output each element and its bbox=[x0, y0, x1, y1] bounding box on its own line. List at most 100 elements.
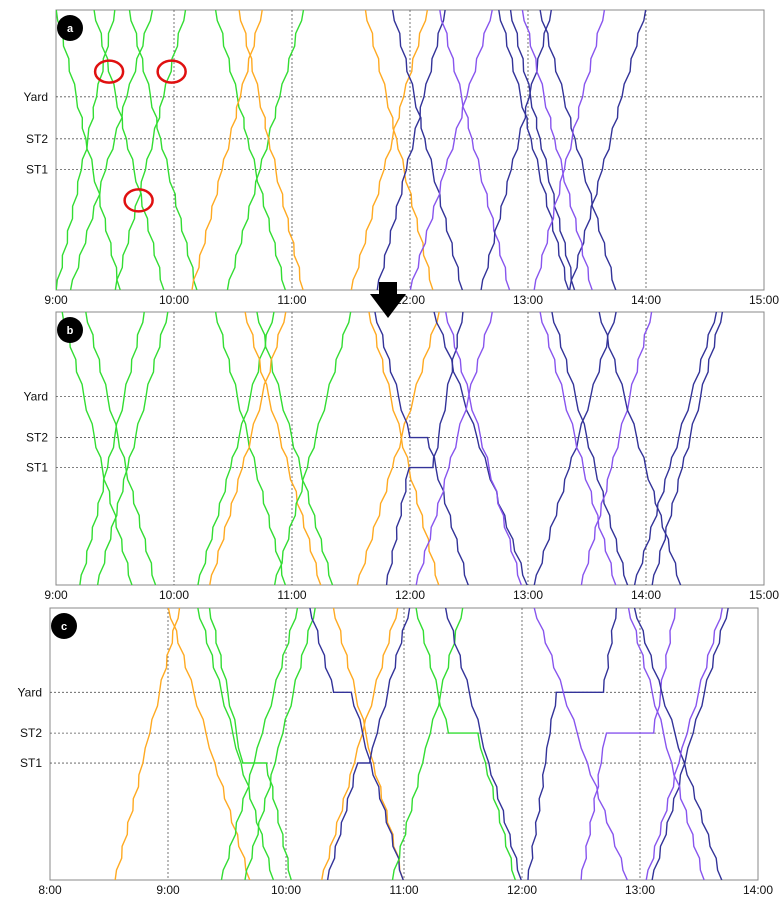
panel-c: 8:00 9:00 10:00 11:00 12:00 13:00 14:00 Yard ST2… bbox=[18, 607, 773, 897]
train-path-orange bbox=[321, 608, 399, 880]
train-path-orange bbox=[350, 10, 429, 290]
x-tick-label: 11:00 bbox=[277, 588, 306, 602]
train-path-green bbox=[256, 312, 334, 585]
train-path-orange bbox=[364, 10, 434, 290]
x-tick-label: 11:00 bbox=[277, 293, 306, 307]
train-path-purple bbox=[580, 608, 676, 880]
train-path-navy bbox=[509, 10, 576, 290]
x-tick-label: 11:00 bbox=[389, 883, 418, 897]
train-path-purple bbox=[627, 608, 705, 880]
train-path-orange bbox=[332, 608, 405, 880]
train-paths bbox=[61, 312, 724, 585]
train-path-green bbox=[79, 312, 145, 585]
train-path-purple bbox=[533, 608, 629, 880]
x-tick-label: 10:00 bbox=[159, 293, 189, 307]
train-paths bbox=[114, 608, 729, 880]
train-path-green bbox=[214, 10, 287, 290]
train-path-navy bbox=[633, 608, 723, 880]
panel-b: 9:00 10:00 11:00 12:00 13:00 14:00 15:00 Yard ST… bbox=[24, 311, 779, 602]
x-tick-label: 13:00 bbox=[513, 293, 543, 307]
train-path-green bbox=[56, 10, 121, 290]
y-tick-label: Yard bbox=[24, 390, 48, 404]
train-path-navy bbox=[376, 10, 446, 290]
train-path-navy bbox=[651, 312, 724, 585]
conflict-circle bbox=[156, 59, 187, 84]
y-tick-label: ST1 bbox=[20, 756, 42, 770]
y-tick-label: Yard bbox=[18, 685, 42, 699]
panel-badge bbox=[57, 317, 83, 343]
train-path-purple bbox=[645, 608, 723, 880]
train-path-green bbox=[85, 312, 157, 585]
train-path-navy bbox=[444, 608, 522, 880]
panel-badge-label: b bbox=[67, 325, 74, 337]
train-path-orange bbox=[209, 312, 287, 585]
train-path-green bbox=[208, 608, 293, 880]
y-tick-label: ST2 bbox=[20, 726, 42, 740]
down-arrow-icon bbox=[370, 282, 406, 318]
train-path-navy bbox=[633, 312, 718, 585]
train-path-navy bbox=[527, 608, 618, 880]
y-tick-label: ST2 bbox=[26, 132, 48, 146]
train-path-navy bbox=[391, 10, 464, 290]
conflict-circle bbox=[93, 59, 125, 84]
y-tick-label: ST2 bbox=[26, 431, 48, 445]
x-tick-label: 10:00 bbox=[159, 588, 189, 602]
train-path-orange bbox=[114, 608, 181, 880]
train-path-navy bbox=[533, 312, 617, 585]
x-tick-label: 12:00 bbox=[507, 883, 537, 897]
train-path-navy bbox=[480, 10, 552, 290]
train-path-purple bbox=[539, 312, 617, 585]
train-path-green bbox=[415, 608, 517, 880]
train-path-green bbox=[197, 608, 275, 880]
x-tick-label: 13:00 bbox=[625, 883, 655, 897]
train-path-green bbox=[220, 608, 299, 880]
train-path-navy bbox=[568, 10, 647, 290]
panel-badge bbox=[51, 613, 77, 639]
train-path-purple bbox=[521, 10, 593, 290]
x-tick-label: 14:00 bbox=[743, 883, 773, 897]
train-path-green bbox=[69, 10, 154, 290]
x-tick-label: 15:00 bbox=[749, 293, 779, 307]
train-path-navy bbox=[598, 312, 682, 585]
train-path-navy bbox=[374, 312, 469, 585]
train-path-orange bbox=[167, 608, 251, 880]
x-tick-label: 10:00 bbox=[271, 883, 301, 897]
x-tick-label: 15:00 bbox=[749, 588, 779, 602]
panel-a: 9:00 10:00 11:00 12:00 13:00 14:00 15:00YardST… bbox=[24, 9, 779, 307]
train-path-navy bbox=[433, 312, 528, 585]
train-path-green bbox=[93, 10, 165, 290]
train-path-navy bbox=[309, 608, 404, 880]
panel-badge bbox=[57, 15, 83, 41]
x-tick-label: 9:00 bbox=[156, 883, 180, 897]
train-path-green bbox=[226, 10, 305, 290]
conflict-circle bbox=[123, 188, 154, 213]
y-tick-label: ST1 bbox=[26, 163, 48, 177]
train-path-navy bbox=[498, 10, 570, 290]
x-tick-label: 9:00 bbox=[44, 588, 68, 602]
train-path-purple bbox=[533, 10, 606, 290]
train-path-orange bbox=[238, 10, 304, 290]
train-path-green bbox=[391, 608, 464, 880]
train-path-green bbox=[96, 312, 169, 585]
train-path-green bbox=[273, 312, 352, 585]
y-tick-label: ST1 bbox=[26, 461, 48, 475]
y-tick-label: Yard bbox=[24, 90, 48, 104]
train-path-purple bbox=[415, 312, 493, 585]
x-tick-label: 14:00 bbox=[631, 293, 661, 307]
train-path-purple bbox=[580, 312, 653, 585]
train-path-green bbox=[197, 312, 275, 585]
train-path-purple bbox=[445, 312, 523, 585]
x-tick-label: 14:00 bbox=[631, 588, 661, 602]
train-path-green bbox=[114, 10, 187, 290]
train-path-navy bbox=[651, 608, 729, 880]
train-path-navy bbox=[326, 608, 411, 880]
train-path-navy bbox=[551, 312, 629, 585]
x-tick-label: 8:00 bbox=[38, 883, 62, 897]
panel-badge-label: a bbox=[67, 23, 74, 35]
train-path-purple bbox=[409, 10, 493, 290]
train-path-orange bbox=[191, 10, 263, 290]
train-path-purple bbox=[439, 10, 511, 290]
train-path-green bbox=[214, 312, 287, 585]
x-tick-label: 13:00 bbox=[513, 588, 543, 602]
